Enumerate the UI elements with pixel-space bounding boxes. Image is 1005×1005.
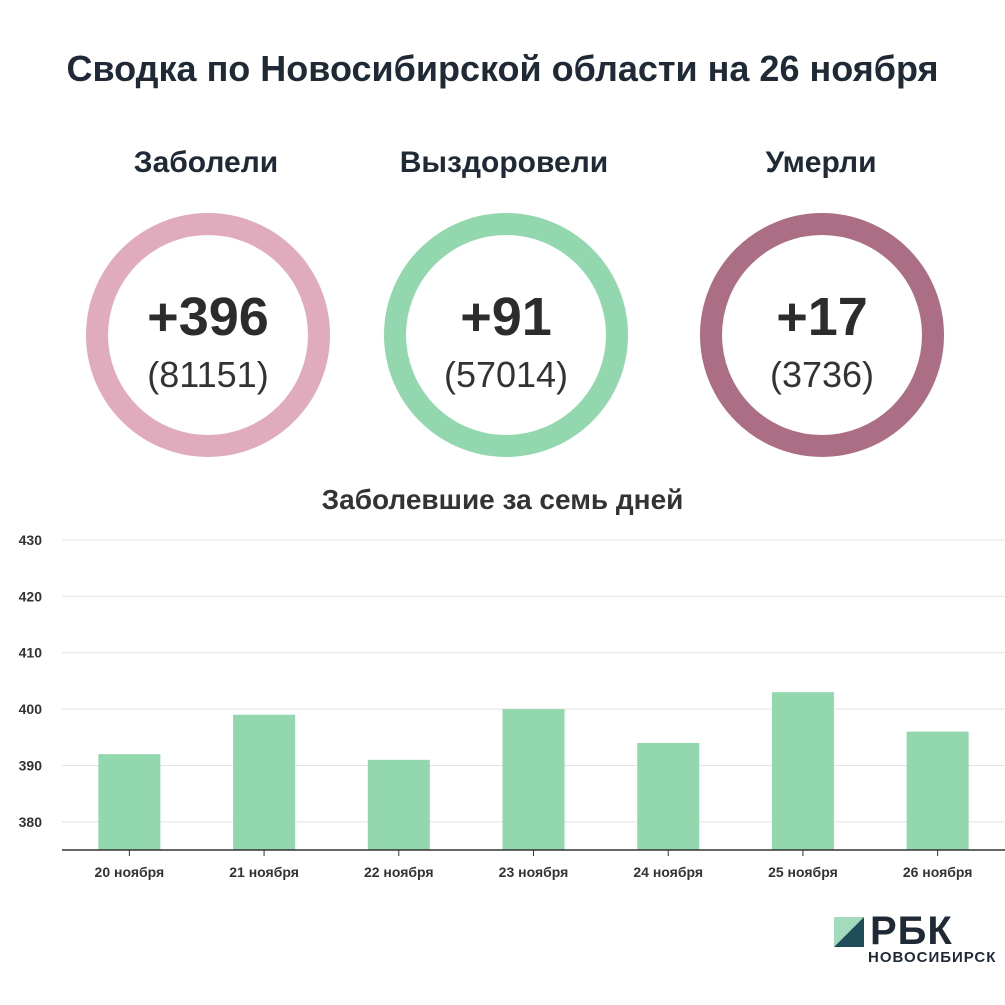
stat-label-died: Умерли — [765, 146, 877, 179]
y-tick-label-430: 430 — [19, 532, 43, 548]
rbc-logo: РБК НОВОСИБИРСК — [834, 909, 999, 973]
stat-total-infected: (81151) — [147, 354, 269, 395]
bar-4 — [502, 709, 565, 850]
stat-label-recovered: Выздоровели — [399, 146, 609, 179]
stat-value-died: +17 — [776, 287, 868, 347]
rbc-logo-region: НОВОСИБИРСК — [868, 949, 997, 966]
bar-1 — [98, 754, 161, 850]
y-tick-label-400: 400 — [19, 701, 43, 717]
bar-5 — [637, 742, 700, 850]
stat-label-infected: Заболели — [133, 146, 279, 179]
y-tick-label-410: 410 — [19, 645, 43, 661]
bar-2 — [233, 714, 296, 850]
rbc-logo-mark-icon — [834, 917, 864, 947]
chart-axes: 380 390 400 410 420 430 20 ноября 21 ноября 22 н… — [19, 532, 1005, 880]
ring-died: +17 (3736) — [700, 213, 944, 457]
ring-infected: +396 (81151) — [86, 213, 330, 457]
x-tick-label-4: 23 ноября — [499, 864, 569, 880]
page-title: Сводка по Новосибирской области на 26 но… — [66, 48, 939, 89]
ring-recovered: +91 (57014) — [384, 213, 628, 457]
bar-3 — [367, 759, 430, 850]
stat-total-recovered: (57014) — [443, 354, 569, 395]
y-tick-label-420: 420 — [19, 588, 43, 604]
y-tick-label-380: 380 — [19, 814, 43, 830]
stat-value-infected: +396 — [147, 287, 269, 347]
rbc-logo-name: РБК — [870, 909, 953, 953]
bar-7 — [906, 731, 969, 850]
x-tick-label-1: 20 ноября — [95, 864, 165, 880]
x-tick-label-5: 24 ноября — [633, 864, 703, 880]
stat-value-recovered: +91 — [460, 287, 552, 347]
bar-6 — [771, 692, 834, 850]
stat-total-died: (3736) — [769, 354, 875, 395]
x-tick-label-6: 25 ноября — [768, 864, 838, 880]
x-tick-label-2: 21 ноября — [229, 864, 299, 880]
x-tick-label-3: 22 ноября — [364, 864, 434, 880]
bar-chart: 380 390 400 410 420 430 20 ноября 21 ноября 22 н… — [19, 532, 1005, 880]
y-tick-label-390: 390 — [19, 757, 43, 773]
x-tick-label-7: 26 ноября — [903, 864, 973, 880]
chart-bars — [98, 692, 969, 850]
chart-title: Заболевшие за семь дней — [321, 484, 684, 515]
